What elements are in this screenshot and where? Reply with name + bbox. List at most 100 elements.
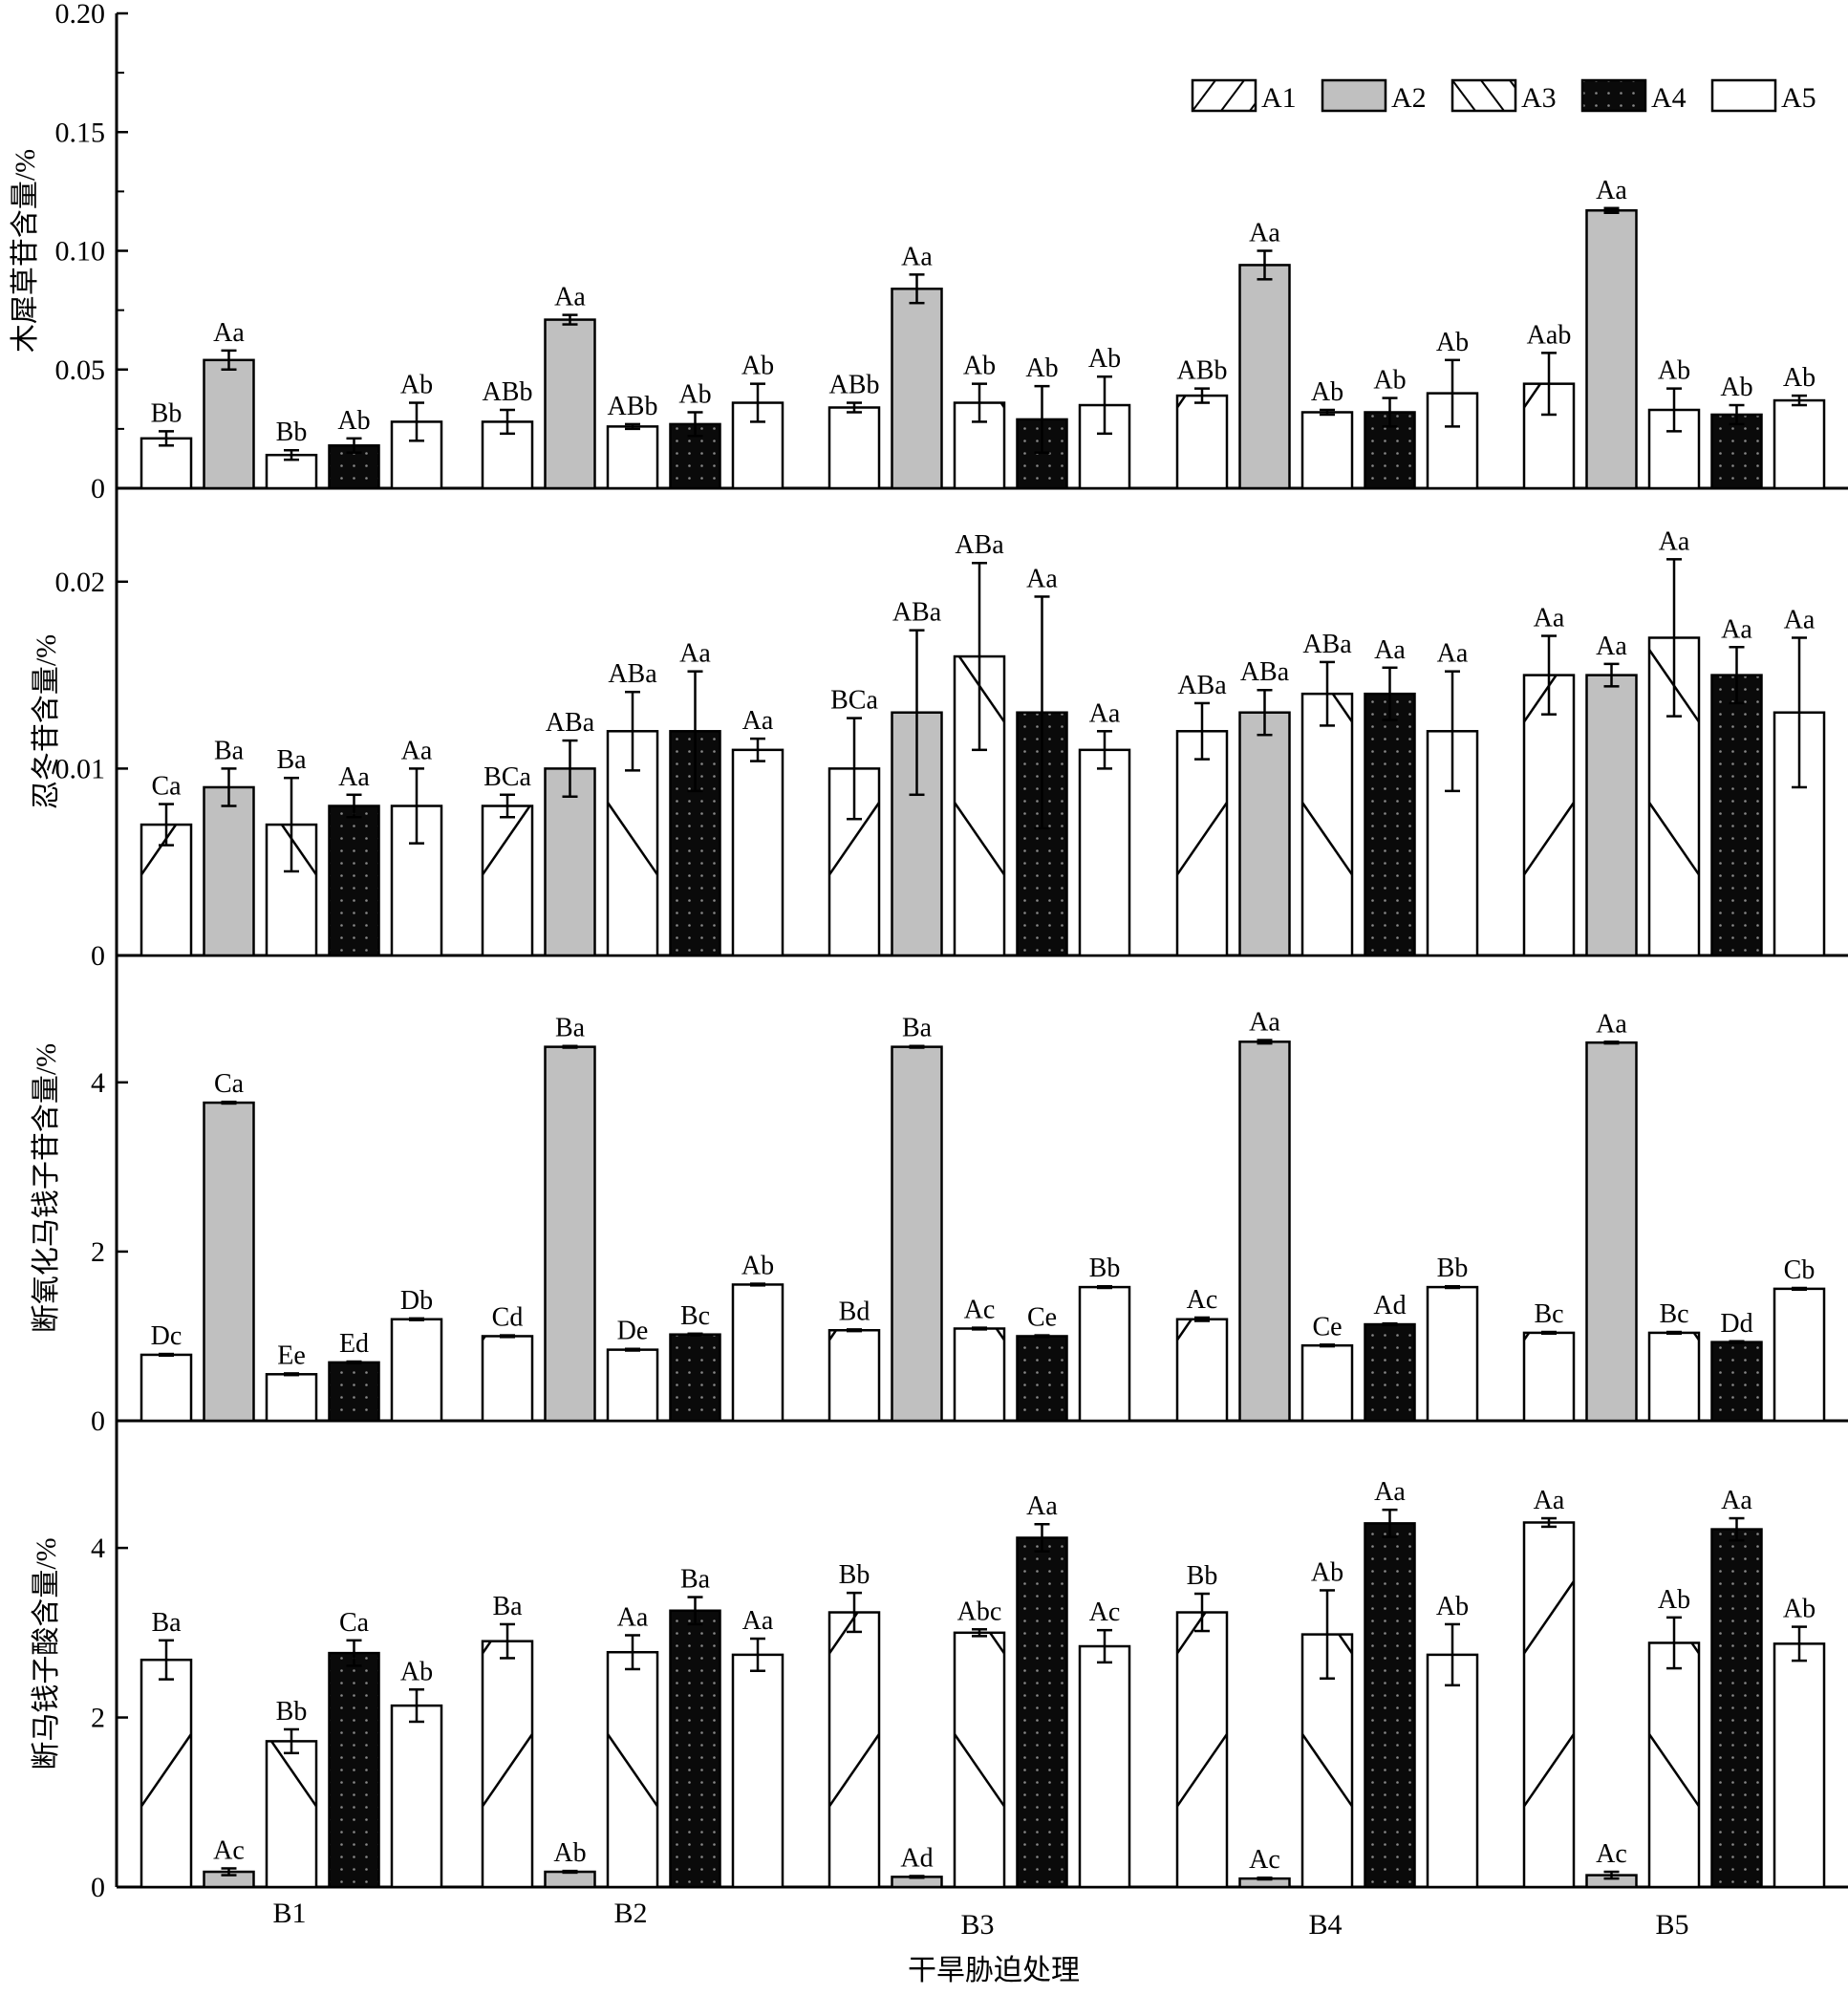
significance-label: Aa: [1026, 564, 1058, 593]
error-bar: [625, 1634, 640, 1671]
legend-item-A5: A5: [1710, 78, 1816, 114]
error-bar: [909, 1044, 925, 1049]
error-bar: [1320, 408, 1335, 417]
y-tick-label: 0: [91, 473, 105, 504]
significance-label: Ba: [214, 736, 245, 765]
y-tick-label: 0: [91, 1872, 105, 1903]
error-bar: [1097, 1284, 1112, 1290]
x-category-B2: B2: [613, 1898, 647, 1929]
bar-A1-B4: [1175, 1318, 1229, 1423]
bar-A4-B5: [1710, 413, 1763, 490]
error-bar: [1729, 403, 1745, 426]
legend-swatch-A4: [1580, 78, 1647, 113]
y-tick-label: 0: [91, 1405, 105, 1437]
legend-label: A2: [1391, 82, 1427, 114]
error-bar: [346, 437, 362, 454]
bar-A2-B5: [1585, 1040, 1638, 1423]
error-bar: [346, 1639, 362, 1667]
error-bar: [159, 1639, 174, 1681]
significance-label: ABb: [608, 392, 658, 421]
bar-A3-B2: [606, 1650, 659, 1889]
error-bar: [1382, 666, 1398, 721]
bar-A4-B5: [1710, 674, 1763, 957]
bar-A1-B3: [827, 1611, 881, 1889]
significance-label: Ab: [678, 379, 711, 409]
significance-label: Aa: [213, 318, 245, 348]
error-bar: [687, 411, 703, 438]
bar-A3-B1: [265, 453, 318, 490]
bar-A3-B5: [1647, 1641, 1701, 1889]
significance-label: Bd: [839, 1297, 870, 1326]
bar-A2-B5: [1585, 209, 1638, 490]
bar-A1-B5: [1522, 674, 1576, 957]
significance-label: De: [617, 1317, 649, 1346]
x-category-B5: B5: [1655, 1909, 1688, 1941]
significance-label: Ab: [1436, 328, 1469, 357]
significance-label: Ab: [1720, 373, 1752, 402]
significance-label: Bc: [1659, 1299, 1688, 1329]
significance-label: Ac: [1249, 1845, 1280, 1875]
error-bar: [847, 401, 862, 414]
error-bar: [409, 1688, 424, 1724]
error-bar: [1034, 595, 1050, 830]
error-bar: [500, 1622, 515, 1660]
significance-label: Aab: [1527, 320, 1572, 350]
legend-label: A1: [1261, 82, 1297, 114]
significance-label: Ab: [400, 371, 433, 400]
bar-A1-B2: [481, 420, 534, 490]
significance-label: Ce: [1027, 1303, 1057, 1333]
significance-label: Aa: [1784, 605, 1816, 634]
error-bar: [1603, 1040, 1620, 1045]
significance-label: Ab: [741, 352, 774, 381]
significance-label: Ab: [1311, 1557, 1343, 1587]
significance-label: Cd: [492, 1303, 524, 1333]
y-axis-title: 断氧化马钱子苷含量/%: [31, 1043, 62, 1333]
bar-A1-B4: [1175, 394, 1229, 490]
error-bar: [847, 717, 862, 821]
significance-label: Aa: [1596, 176, 1627, 205]
error-bar: [1729, 646, 1745, 705]
significance-label: Ba: [902, 1014, 933, 1043]
error-bar: [1320, 1343, 1335, 1348]
bar-A5-B3: [1078, 748, 1131, 957]
significance-label: Bb: [1187, 1561, 1218, 1591]
y-axis-title: 忍冬苷含量/%: [31, 634, 62, 809]
bar-A2-B3: [891, 1045, 943, 1423]
significance-label: Aa: [401, 736, 433, 765]
bar-A1-B5: [1522, 382, 1576, 490]
y-tick-label: 0.02: [55, 567, 106, 598]
significance-label: Bc: [1534, 1299, 1563, 1329]
significance-label: ABb: [483, 377, 533, 407]
significance-label: Aa: [1659, 526, 1690, 556]
y-tick-label: 4: [91, 1067, 105, 1099]
error-bar: [972, 1628, 987, 1638]
significance-label: Ac: [1187, 1285, 1218, 1315]
significance-label: Ac: [1089, 1598, 1121, 1627]
legend-swatch-A2: [1321, 78, 1387, 113]
bar-A3-B1: [265, 1373, 318, 1423]
bar-A1-B2: [481, 1640, 534, 1889]
bar-A3-B4: [1300, 692, 1354, 957]
error-bar: [972, 561, 987, 752]
error-bar: [1034, 1522, 1050, 1553]
significance-label: Bb: [276, 1697, 308, 1727]
panel-4: 0 2 4 断马钱子酸含量/% Ba Ba Bb Bb Aa Ac Ab Ad Ac Ac Bb Aa Abc A…: [31, 1421, 1848, 1903]
error-bar: [909, 1875, 925, 1879]
error-bar: [409, 1317, 424, 1321]
error-bar: [1257, 1876, 1273, 1881]
significance-label: ABa: [546, 708, 595, 738]
bar-A4-B1: [328, 1361, 380, 1423]
bar-A5-B2: [731, 1653, 784, 1889]
legend-swatch-A1: [1191, 78, 1257, 113]
significance-label: Cb: [1784, 1255, 1816, 1285]
significance-label: Ab: [1311, 377, 1343, 407]
y-tick-label: 0.20: [55, 0, 106, 30]
significance-label: Aa: [901, 242, 933, 271]
error-bar: [500, 793, 515, 819]
y-axis-title: 断马钱子酸含量/%: [31, 1537, 62, 1770]
error-bar: [750, 737, 765, 762]
bar-A5-B2: [731, 748, 784, 957]
error-bar: [1382, 1508, 1398, 1538]
bar-A1-B3: [827, 406, 881, 490]
